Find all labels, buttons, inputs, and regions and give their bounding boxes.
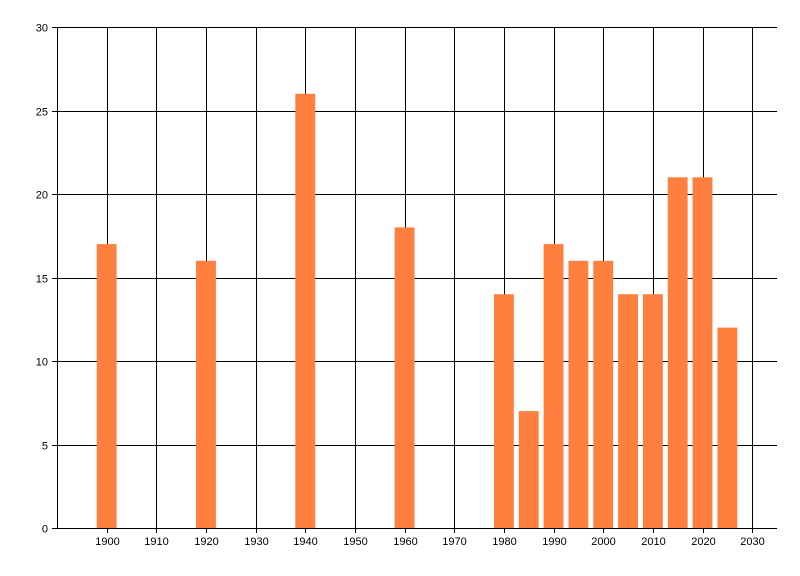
x-tick-label: 1910: [144, 536, 168, 548]
x-tick-label: 1990: [542, 536, 566, 548]
x-tick-label: 1930: [244, 536, 268, 548]
bar: [543, 244, 564, 528]
x-tick-label: 2020: [691, 536, 715, 548]
bar: [493, 294, 514, 528]
y-tick-label: 15: [36, 274, 48, 286]
x-tick-label: 1940: [293, 536, 317, 548]
x-tick-label: 1980: [492, 536, 516, 548]
bar: [642, 294, 663, 528]
x-tick-label: 1970: [442, 536, 466, 548]
y-tick-label: 10: [36, 357, 48, 369]
x-tick-label: 1900: [95, 536, 119, 548]
y-tick-label: 20: [36, 190, 48, 202]
x-tick-labels: 1900 1910 1920 1930 1940 1950 1960 1970 1980 1990…: [95, 536, 764, 548]
bar: [394, 227, 415, 528]
axes: [52, 27, 777, 533]
bar: [618, 294, 638, 528]
bar: [593, 260, 614, 528]
x-tick-label: 2000: [591, 536, 615, 548]
bar: [196, 260, 216, 528]
bar: [518, 411, 539, 528]
y-tick-label: 5: [42, 441, 48, 453]
bar: [667, 177, 688, 529]
x-tick-label: 2010: [641, 536, 665, 548]
x-tick-label: 2030: [740, 536, 764, 548]
x-tick-label: 1920: [194, 536, 218, 548]
y-tick-label: 0: [42, 524, 48, 536]
x-tick-label: 1960: [393, 536, 417, 548]
bar: [96, 244, 117, 528]
bar: [568, 260, 589, 528]
y-tick-label: 30: [36, 23, 48, 35]
bars: [96, 93, 738, 529]
bar: [295, 93, 316, 529]
x-tick-label: 1950: [343, 536, 367, 548]
bar: [692, 177, 713, 529]
y-tick-label: 25: [36, 107, 48, 119]
y-tick-labels: 0 5 10 15 20 25 30: [36, 23, 48, 536]
bar: [717, 327, 738, 528]
